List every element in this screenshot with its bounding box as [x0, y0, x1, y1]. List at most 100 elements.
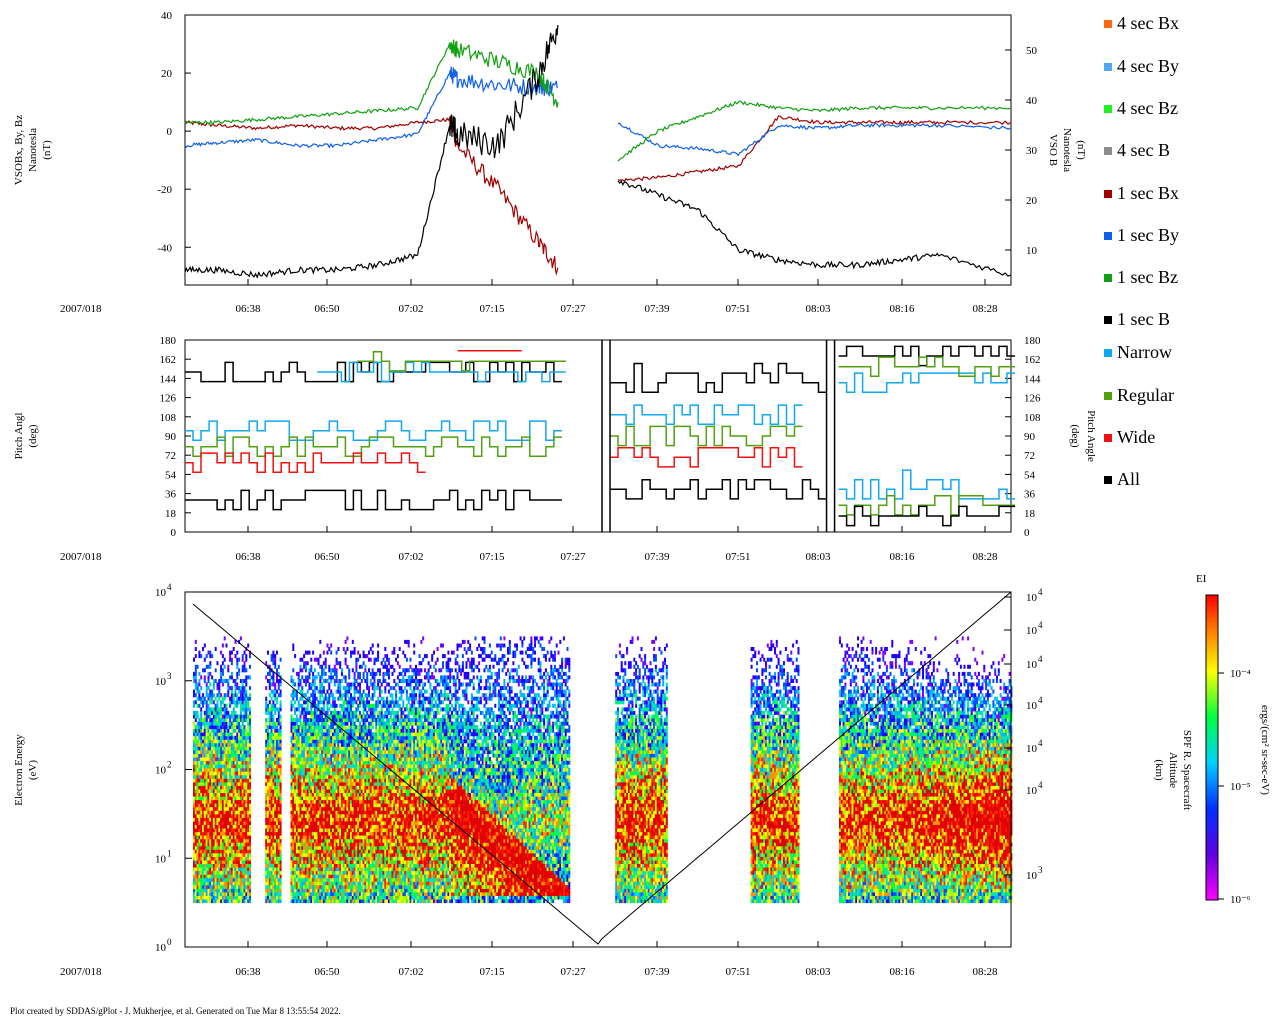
spectrogram-cell	[232, 774, 235, 779]
spectrogram-cell	[326, 707, 329, 712]
spectrogram-cell	[198, 739, 201, 744]
spectrogram-cell	[350, 735, 352, 740]
spectrogram-cell	[272, 750, 275, 754]
spectrogram-cell	[277, 671, 280, 676]
spectrogram-cell	[238, 721, 241, 726]
spectrogram-cell	[209, 664, 212, 669]
spectrogram-cell	[333, 877, 336, 882]
spectrogram-cell	[301, 735, 304, 740]
spectrogram-cell	[265, 813, 268, 818]
spectrogram-cell	[207, 771, 210, 776]
spectrogram-cell	[348, 867, 351, 872]
spectrogram-cell	[353, 796, 356, 801]
spectrogram-cell	[225, 750, 228, 754]
spectrogram-cell	[342, 757, 345, 762]
spectrogram-cell	[272, 753, 275, 758]
spectrogram-cell	[211, 831, 214, 836]
spectrogram-cell	[350, 817, 352, 822]
spectrogram-cell	[236, 792, 239, 797]
spectrogram-cell	[202, 867, 204, 872]
spectrogram-cell	[205, 739, 208, 744]
spectrogram-cell	[353, 725, 356, 730]
spectrogram-cell	[249, 884, 251, 889]
spectrogram-cell	[227, 679, 230, 683]
spectrogram-cell	[270, 852, 273, 857]
spectrogram-cell	[241, 874, 244, 879]
spectrogram-cell	[200, 828, 203, 833]
spectrogram-cell	[322, 760, 325, 765]
spectrogram-cell	[225, 810, 228, 815]
spectrogram-cell	[297, 849, 300, 854]
spectrogram-cell	[216, 863, 219, 868]
spectrogram-cell	[212, 895, 215, 900]
spectrogram-cell	[306, 874, 309, 879]
spectrogram-cell	[270, 757, 273, 762]
spectrogram-cell	[330, 813, 333, 818]
spectrogram-cell	[249, 810, 251, 815]
spectrogram-cell	[223, 803, 226, 808]
spectrogram-cell	[238, 895, 241, 900]
spectrogram-cell	[308, 870, 311, 875]
spectrogram-cell	[211, 817, 214, 822]
spectrogram-cell	[221, 757, 224, 762]
spectrogram-cell	[203, 824, 206, 829]
spectrogram-cell	[277, 767, 280, 772]
spectrogram-cell	[232, 760, 235, 765]
spectrogram-cell	[245, 657, 248, 662]
spectrogram-cell	[279, 739, 282, 744]
spectrogram-cell	[304, 867, 307, 872]
spectrogram-cell	[227, 806, 230, 811]
spectrogram-cell	[268, 760, 271, 765]
spectrogram-cell	[350, 852, 352, 857]
spectrogram-cell	[214, 892, 217, 896]
pitch-time-tick-label: 08:28	[972, 551, 998, 563]
spectrogram-cell	[216, 828, 219, 833]
spectrogram-cell	[337, 778, 340, 783]
spectrogram-cell	[294, 746, 297, 751]
spectrogram-cell	[348, 739, 351, 744]
spectrogram-cell	[339, 792, 342, 797]
spectrogram-cell	[265, 739, 268, 744]
spectrogram-cell	[317, 700, 320, 705]
spectrogram-cell	[306, 831, 309, 836]
spectrogram-cell	[330, 643, 333, 648]
spectrogram-cell	[265, 870, 268, 875]
spectrogram-cell	[221, 895, 224, 900]
spectrogram-cell	[220, 892, 223, 896]
spectrogram-cell	[344, 845, 347, 850]
spectrogram-cell	[241, 867, 244, 872]
spectrogram-cell	[236, 892, 239, 896]
spectrogram-cell	[232, 838, 235, 843]
spectrogram-cell	[212, 845, 215, 850]
spectrogram-cell	[200, 785, 203, 790]
spectrogram-cell	[239, 735, 242, 740]
spectrogram-cell	[205, 799, 208, 804]
spectrogram-cell	[355, 831, 358, 836]
spectrogram-cell	[346, 739, 349, 744]
spectrogram-cell	[295, 874, 298, 879]
spectrogram-cell	[333, 803, 336, 808]
spectrogram-cell	[270, 657, 273, 662]
spectrogram-cell	[346, 710, 349, 715]
spectrogram-cell	[218, 874, 221, 879]
spectrogram-cell	[326, 679, 329, 683]
spectrogram-cell	[315, 884, 318, 889]
spectrogram-cell	[294, 693, 297, 698]
spectrogram-cell	[243, 661, 246, 666]
spectrogram-cell	[274, 774, 277, 779]
spectrogram-cell	[330, 735, 333, 740]
spectrogram-cell	[216, 739, 219, 744]
spectrogram-cell	[290, 703, 293, 708]
spectrogram-cell	[299, 806, 302, 811]
spectrogram-cell	[313, 725, 316, 730]
spectrogram-cell	[270, 877, 273, 882]
spectrogram-cell	[330, 817, 333, 822]
spectrogram-cell	[267, 796, 269, 801]
spectrogram-cell	[270, 771, 273, 776]
spectrogram-cell	[193, 700, 195, 705]
spectrogram-cell	[295, 870, 298, 875]
spectrogram-cell	[200, 792, 203, 797]
spectrogram-cell	[203, 767, 206, 772]
spectrogram-cell	[218, 803, 221, 808]
spectrogram-cell	[203, 739, 206, 744]
